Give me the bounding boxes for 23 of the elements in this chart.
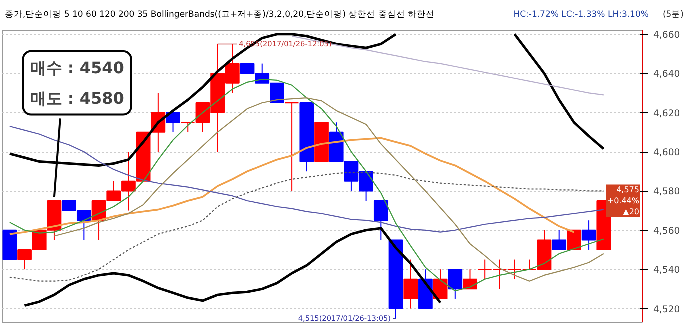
annotation: 4,575 +0.44% ▲20 (607, 186, 640, 216)
y-tick-label: 4,620 (654, 108, 680, 120)
line-series (9, 137, 576, 236)
y-tick-label: 4,660 (654, 30, 680, 41)
annotation: 매수 : 4540 (30, 58, 124, 78)
y-tick-label: 4,640 (654, 69, 680, 80)
line-series (24, 227, 442, 308)
candlestick (374, 200, 388, 241)
annotation: 매도 : 4580 (30, 88, 124, 108)
candlestick (284, 102, 300, 192)
candlestick (552, 230, 567, 250)
y-tick-label: 4,600 (654, 148, 680, 159)
y-tick-label: 4,520 (654, 304, 680, 316)
line-series (9, 126, 604, 233)
y-tick-label: 4,580 (654, 186, 680, 198)
text: HC:-1.72% LC:-1.33% LH:3.10% (514, 10, 649, 20)
candlestick (404, 259, 418, 310)
candlestick (582, 220, 596, 250)
y-tick-label: 4,540 (654, 265, 680, 276)
y-tick-label: 4,560 (654, 226, 680, 237)
candlestick (448, 269, 463, 300)
chart-subtitle: 종가,단순이평 5 10 60 120 200 35 BollingerBands((고+저+종)/3,2,0,20,단순이평) 상한선 중심선 하한선 (5, 9, 436, 22)
text: (5분) (662, 10, 683, 20)
